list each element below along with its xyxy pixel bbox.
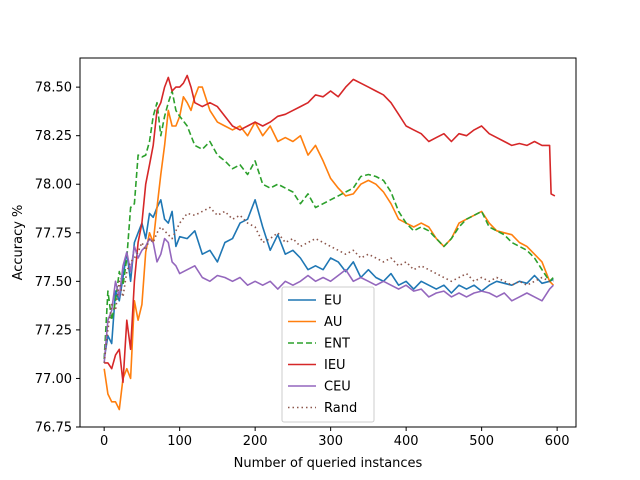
legend-label: CEU xyxy=(324,380,351,395)
x-tick-label: 100 xyxy=(167,434,192,449)
y-tick-label: 77.25 xyxy=(35,323,72,338)
x-axis: 0 100 200 300 400 500 600 xyxy=(100,427,570,449)
plot-frame xyxy=(79,57,577,428)
legend-label: AU xyxy=(324,315,342,330)
y-axis-label: Accuracy % xyxy=(11,205,26,281)
legend-label: Rand xyxy=(324,401,357,416)
y-tick-label: 77.75 xyxy=(35,226,72,241)
legend-label: EU xyxy=(324,294,342,309)
series-line-au xyxy=(103,86,554,411)
series-line-ieu xyxy=(104,74,556,384)
y-tick-label: 77.50 xyxy=(35,275,72,290)
legend-label: IEU xyxy=(324,358,346,373)
legend-label: ENT xyxy=(324,337,350,352)
series-line-ent xyxy=(103,90,554,360)
y-tick-label: 78.25 xyxy=(35,129,72,144)
series-line-eu xyxy=(103,199,554,360)
y-tick-label: 77.00 xyxy=(35,372,72,387)
y-axis: 76.75 77.00 77.25 77.50 77.75 78.00 78.25 78.50 xyxy=(35,81,80,436)
x-tick-label: 0 xyxy=(100,434,108,449)
series-layer xyxy=(103,74,556,411)
x-tick-label: 300 xyxy=(318,434,343,449)
y-tick-label: 76.75 xyxy=(35,421,72,436)
legend: EU AU ENT IEU CEU Rand xyxy=(281,286,375,423)
x-tick-label: 500 xyxy=(469,434,494,449)
x-axis-label: Number of queried instances xyxy=(234,456,423,471)
y-tick-label: 78.00 xyxy=(35,178,72,193)
y-tick-label: 78.50 xyxy=(35,81,72,96)
series-line-ceu xyxy=(103,237,554,363)
x-tick-label: 600 xyxy=(545,434,570,449)
x-tick-label: 400 xyxy=(394,434,419,449)
x-tick-label: 200 xyxy=(243,434,268,449)
